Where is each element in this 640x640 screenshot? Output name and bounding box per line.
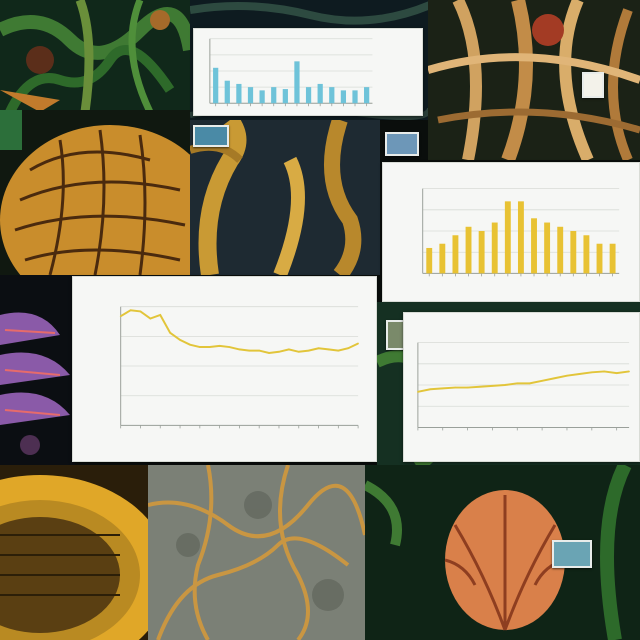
data-point (479, 385, 481, 388)
bar (305, 87, 312, 104)
orange-coral-jungle (365, 465, 640, 640)
data-point (218, 345, 221, 347)
bar (213, 67, 219, 104)
bar (224, 80, 230, 104)
bar (491, 222, 498, 274)
bar (282, 89, 288, 104)
thumbnail-bottom-right (552, 540, 592, 568)
data-point (169, 332, 171, 334)
chart-card-gold-bars (382, 162, 640, 302)
bar (504, 201, 511, 274)
data-point (466, 386, 469, 389)
chart-card-area-line (403, 312, 640, 462)
chart-card-blue-bars (193, 28, 423, 116)
data-point (248, 349, 251, 352)
data-point (504, 384, 506, 386)
data-point (278, 350, 280, 353)
bar (583, 235, 590, 274)
bar (609, 243, 616, 274)
thumbnail-mid-right (385, 132, 419, 156)
data-point (139, 310, 142, 313)
bar (544, 222, 551, 274)
data-point (337, 349, 340, 352)
cracked-stone-vein (148, 465, 365, 640)
bar (465, 226, 472, 274)
golden-coral-fan (0, 110, 190, 275)
thumbnail-top-right (582, 72, 604, 98)
bar (439, 243, 446, 274)
violet-fronds-left (0, 275, 75, 465)
data-point (628, 370, 630, 373)
chart-card-gold-line (72, 276, 377, 462)
data-point (228, 346, 231, 348)
data-point (307, 349, 310, 352)
data-point (208, 346, 211, 348)
series-line (417, 370, 630, 393)
series-line (120, 309, 359, 354)
data-point (317, 347, 320, 350)
data-point (327, 348, 330, 351)
data-point (179, 339, 181, 341)
bar (596, 243, 603, 274)
data-point (297, 350, 300, 353)
data-point (119, 315, 122, 317)
bar (517, 201, 524, 274)
data-point (258, 349, 260, 352)
data-point (149, 317, 152, 320)
data-point (541, 379, 543, 382)
data-point (238, 348, 241, 351)
bar (317, 83, 323, 104)
data-point (417, 391, 419, 393)
sunflower-disc (0, 465, 148, 640)
data-point (189, 343, 191, 346)
data-point (491, 385, 494, 387)
bar-chart-blue (209, 38, 373, 107)
data-point (429, 388, 432, 391)
line-chart-gold (119, 306, 359, 429)
data-point (347, 347, 350, 350)
bar (271, 87, 277, 104)
data-point (441, 387, 444, 390)
data-point (516, 382, 519, 385)
data-point (578, 373, 581, 375)
bar (294, 61, 300, 104)
bar (236, 83, 242, 104)
bar (259, 90, 265, 104)
data-point (199, 346, 201, 348)
bar (531, 218, 537, 274)
bar (247, 87, 254, 104)
data-point (528, 382, 531, 385)
data-point (288, 348, 290, 351)
data-point (454, 386, 456, 389)
data-point (357, 342, 359, 345)
data-point (159, 314, 162, 316)
bar-chart-gold (422, 188, 620, 277)
data-point (129, 309, 132, 312)
data-point (591, 371, 593, 374)
bar (478, 231, 485, 274)
thumbnail-mid-top (193, 125, 229, 147)
jungle-vines-top-left (0, 0, 190, 112)
data-point (615, 372, 618, 374)
tree-roots-top-right (428, 0, 640, 160)
data-point (553, 377, 556, 380)
bar (557, 226, 564, 274)
data-point (603, 370, 606, 373)
data-point (268, 352, 270, 354)
bar (329, 87, 335, 104)
bar (340, 90, 347, 104)
data-point (566, 374, 568, 377)
line-chart-area (417, 342, 630, 431)
bar (364, 87, 370, 104)
bar (352, 90, 358, 104)
bar (452, 235, 459, 274)
bar (570, 231, 577, 274)
bar (426, 247, 433, 274)
